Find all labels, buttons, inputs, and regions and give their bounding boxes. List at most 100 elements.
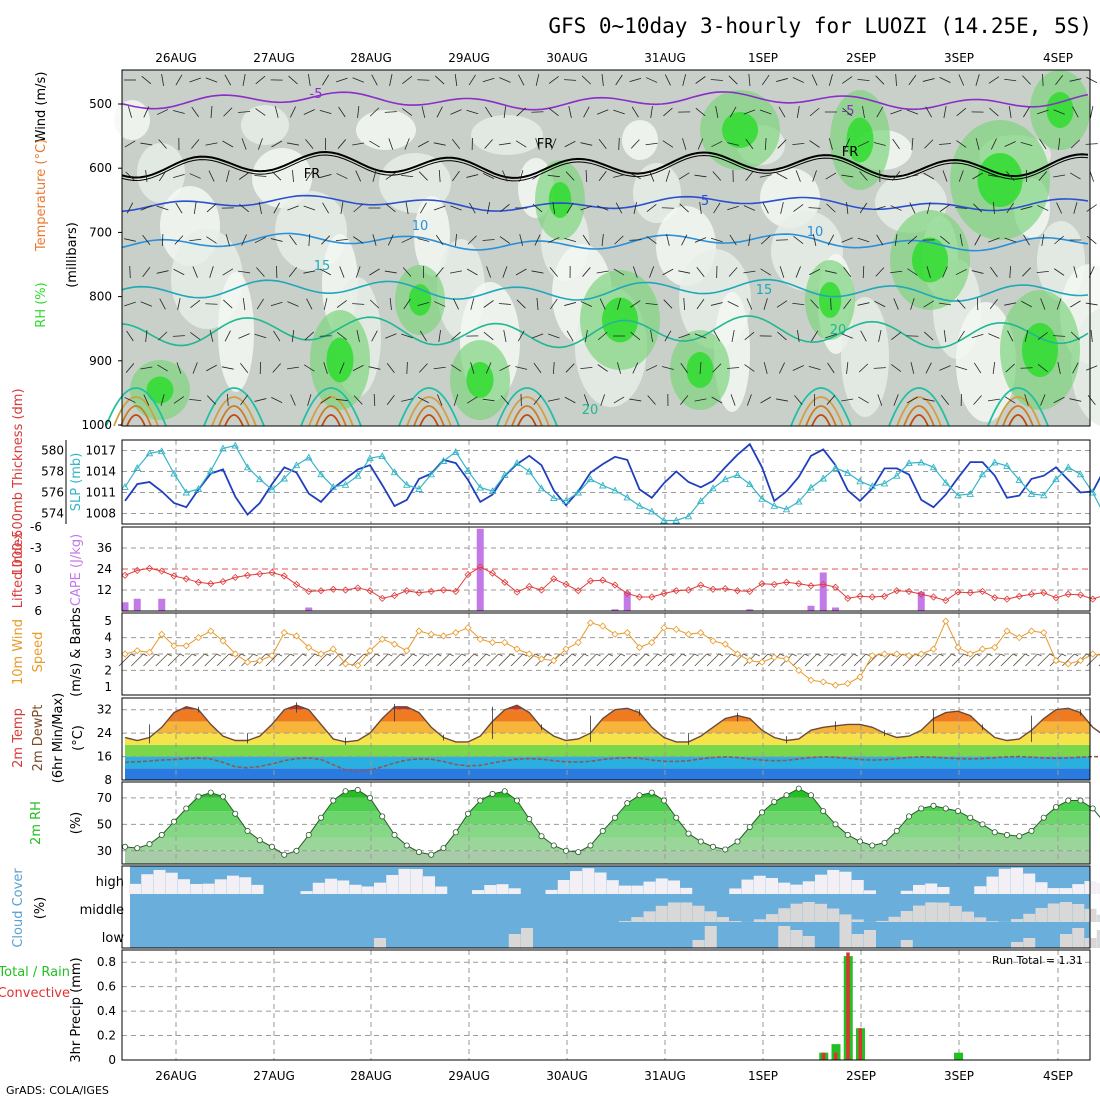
cloud-low-cell (900, 940, 913, 948)
date-label-bottom: 27AUG (253, 1069, 295, 1083)
wind-barb (1024, 330, 1029, 342)
wind-barb (179, 653, 193, 667)
wind-barb (762, 202, 769, 214)
wind-marker (1052, 656, 1060, 665)
slp-marker (733, 471, 742, 478)
wind-barb (585, 169, 588, 183)
wind-barb (910, 298, 915, 310)
wind-marker (219, 637, 227, 645)
cloud-middle-cell (790, 903, 803, 922)
wind-marker (635, 643, 644, 652)
wind-barb (531, 270, 544, 274)
cloud-middle-cell (1072, 904, 1085, 922)
date-label-top: 3SEP (944, 51, 974, 65)
axis-label-speed: Speed (31, 632, 46, 673)
wind-barb (467, 396, 478, 404)
wind-barb (1090, 106, 1094, 118)
wind-marker (231, 650, 239, 658)
axis-label-thickness: 1000-500mb Thickness (dm) (11, 388, 26, 575)
slp-marker (194, 485, 203, 492)
cloud-high-cell (913, 884, 925, 894)
wind-barb (596, 653, 601, 657)
thickness-tick: 578 (41, 465, 64, 479)
wind-barb (923, 300, 934, 308)
wind-barb (319, 109, 332, 115)
slp-marker (537, 484, 546, 492)
wind-marker (550, 656, 558, 665)
slp-marker (856, 477, 864, 485)
wind-barb (646, 236, 657, 244)
slp-marker (390, 468, 399, 476)
wind-marker (660, 624, 668, 632)
wind-barb (646, 365, 658, 371)
pressure-tick: 500 (89, 97, 112, 111)
wind-barb (240, 394, 248, 406)
wind-barb (808, 207, 821, 209)
rh-marker (415, 849, 422, 856)
wind-barb (385, 172, 396, 180)
lifted-marker (501, 578, 509, 586)
lifted-marker (268, 568, 276, 577)
wind-barb (678, 172, 690, 180)
wind-barb (258, 202, 262, 214)
slp-marker (782, 505, 791, 513)
wind-marker (464, 624, 472, 632)
wind-barb (711, 396, 723, 404)
lifted-marker (550, 575, 558, 583)
axis-label-millibars: (millibars) (65, 222, 80, 288)
rh-very-high-fill (1022, 323, 1058, 377)
lifted-marker (133, 566, 141, 574)
date-label-top: 26AUG (155, 51, 197, 65)
wind-barb (1006, 171, 1015, 181)
wind-barb (711, 140, 723, 148)
wind-barb (498, 653, 512, 667)
cloud-middle-cell (925, 902, 938, 922)
rh-very-high-fill (548, 182, 572, 218)
wind-barb (1004, 396, 1016, 404)
wind-barb (1024, 394, 1029, 406)
wind-marker (586, 619, 595, 627)
wind-barb (161, 233, 164, 247)
wind-barb (760, 396, 772, 404)
wind-barb (1070, 172, 1081, 180)
wind-barb (424, 653, 438, 667)
wind-barb (417, 140, 429, 148)
slp-marker (525, 467, 534, 475)
wind-barb (956, 299, 966, 309)
wind-barb (617, 362, 621, 374)
wind-barb (713, 330, 721, 342)
wind-barb (254, 333, 267, 339)
wind-marker (292, 632, 301, 640)
rh-contour-fill (471, 115, 543, 155)
date-label-bottom: 1SEP (748, 1069, 778, 1083)
cloud-row-label: middle (80, 903, 124, 918)
rh-marker (808, 792, 815, 799)
wind-marker (194, 634, 203, 642)
slp-marker (500, 471, 509, 478)
wind-barb (1004, 78, 1017, 82)
wind-barb (601, 233, 604, 247)
wind-marker (574, 638, 582, 647)
wind-barb (292, 169, 294, 183)
cape-tick: 24 (97, 562, 112, 576)
rh-marker (844, 831, 851, 838)
lifted-marker (611, 581, 619, 589)
precip-conv-bar (834, 1052, 838, 1060)
lifted-marker (207, 580, 215, 588)
rh-marker (256, 837, 263, 844)
wind-barb (254, 175, 267, 177)
rh-marker (219, 793, 226, 800)
wind-barb (225, 234, 230, 246)
wind-panel: 5 4 3 2 1 10m Wind Speed (m/s) & Barbs (11, 607, 1100, 697)
cloud-high-cell (619, 885, 631, 894)
wind-barb (895, 73, 897, 87)
rh-marker (195, 793, 202, 800)
cloud-low-cell (802, 936, 815, 948)
wind-barb (1039, 138, 1047, 150)
wind-marker (929, 645, 938, 653)
cloud-high-cell (251, 884, 264, 894)
wind-barb (942, 170, 948, 182)
cloud-high-cell (557, 880, 570, 894)
wind-barb (352, 364, 364, 372)
cloud-middle-cell (937, 902, 950, 922)
